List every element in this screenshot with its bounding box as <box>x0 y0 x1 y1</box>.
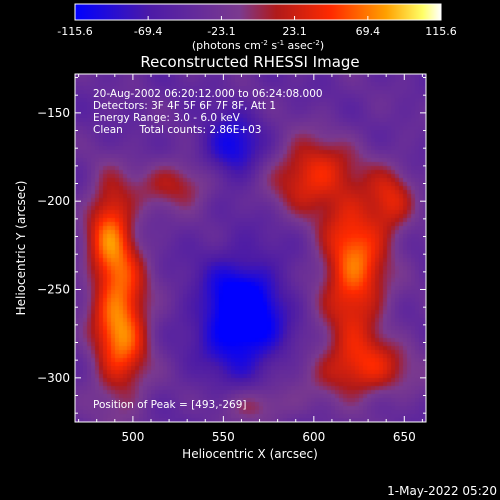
y-tick-label: −250 <box>37 283 70 297</box>
x-tick-label: 550 <box>212 430 235 444</box>
annotation-clean-counts: Clean Total counts: 2.86E+03 <box>93 124 262 136</box>
peak-position-label: Position of Peak = [493,-269] <box>93 399 247 411</box>
annotation-energy-range: Energy Range: 3.0 - 6.0 keV <box>93 112 241 124</box>
colorbar: -115.6 -69.4 -23.1 23.1 69.4 115.6 (photons c… <box>57 3 457 52</box>
colorbar-tick-label: 23.1 <box>282 25 307 38</box>
observation-info: 20-Aug-2002 06:20:12.000 to 06:24:08.000… <box>93 88 323 136</box>
colorbar-tick-label: -69.4 <box>134 25 162 38</box>
y-tick-label: −200 <box>37 194 70 208</box>
y-tick-label: −300 <box>37 371 70 385</box>
x-tick-label: 650 <box>393 430 416 444</box>
colorbar-unit-label: (photons cm-2 s-1 asec-2) <box>192 39 324 52</box>
colorbar-tick-label: 115.6 <box>425 25 457 38</box>
colorbar-frame <box>74 3 442 21</box>
colorbar-tick-labels: -115.6 -69.4 -23.1 23.1 69.4 115.6 <box>57 25 456 38</box>
annotation-time-range: 20-Aug-2002 06:20:12.000 to 06:24:08.000 <box>93 88 323 100</box>
y-tick-label: −150 <box>37 106 70 120</box>
chart-title: Reconstructed RHESSI Image <box>140 53 359 71</box>
heatmap-image <box>75 74 426 422</box>
x-tick-label: 500 <box>121 430 144 444</box>
x-tick-label: 600 <box>302 430 325 444</box>
footer-date: 1-May-2022 05:20 <box>387 484 497 498</box>
colorbar-tick-label: -115.6 <box>57 25 92 38</box>
annotation-detectors: Detectors: 3F 4F 5F 6F 7F 8F, Att 1 <box>93 100 276 112</box>
colorbar-tick-label: -23.1 <box>207 25 235 38</box>
colorbar-tick-label: 69.4 <box>356 25 381 38</box>
x-axis-ticks: 500 550 600 650 <box>78 74 423 444</box>
colorbar-ticks <box>74 16 442 20</box>
y-axis-ticks: −150 −200 −250 −300 <box>37 77 426 414</box>
plot-frame <box>74 73 427 423</box>
colorbar-gradient <box>75 4 441 20</box>
x-axis-label: Heliocentric X (arcsec) <box>182 447 318 461</box>
y-axis-label: Heliocentric Y (arcsec) <box>14 181 28 316</box>
